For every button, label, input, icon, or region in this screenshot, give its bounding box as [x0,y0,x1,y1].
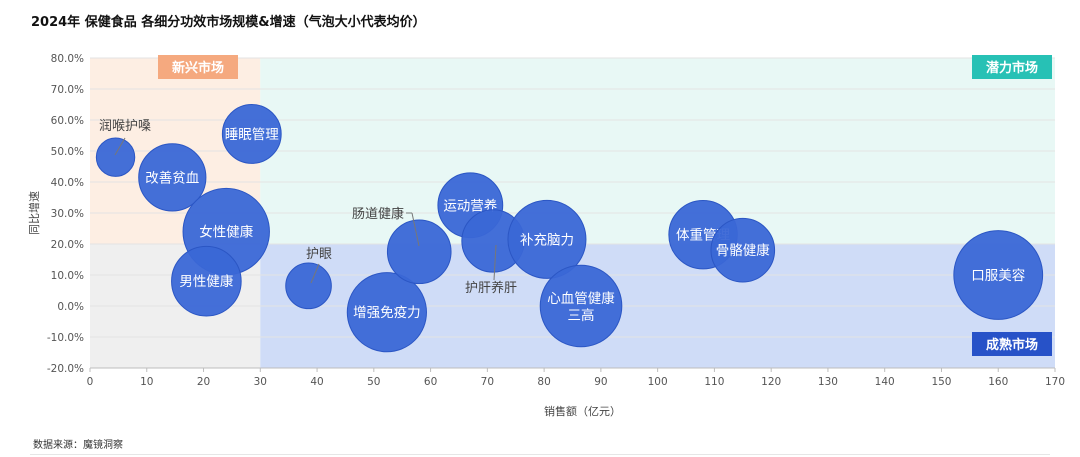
bubble-label: 骨骼健康 [716,242,770,259]
y-tick-label: 60.0% [51,115,84,127]
bubble-label: 润喉护嗓 [99,119,151,134]
bubble [539,264,623,348]
bubble [346,272,427,353]
bubble-label: 补充脑力 [520,232,574,248]
y-tick-label: 0.0% [57,301,84,313]
y-tick-label: -20.0% [47,363,84,375]
y-tick-label: 40.0% [51,177,84,189]
callout-line [114,137,126,156]
y-tick-label: 30.0% [51,208,84,220]
badge-emerging-label: 新兴市场 [172,60,224,76]
x-tick-label: 20 [197,376,210,388]
bubble [95,137,136,177]
bubble [221,104,282,164]
x-tick-label: 10 [140,376,153,388]
x-tick-label: 90 [594,376,607,388]
x-tick-label: 150 [931,376,951,388]
badge-emerging [158,55,238,79]
x-tick-label: 80 [537,376,550,388]
bubble-chart: -20.0% -10.0% 0.0% 10.0% 20.0% 30.0% 40.0% 50.0… [27,53,1065,418]
x-axis-title: 销售额（亿元） [544,404,621,418]
bubble [285,262,332,310]
x-tick-label: 130 [818,376,838,388]
bubble [507,199,587,279]
data-source-note: 数据来源：魔镜洞察 [33,440,123,451]
y-tick-label: 50.0% [51,146,84,158]
chart-title: 2024年 保健食品 各细分功效市场规模&增速（气泡大小代表均价） [31,15,426,30]
x-tick-label: 120 [761,376,781,388]
bubble [138,143,207,212]
bubble-label: 心血管健康三高 [547,290,615,324]
callout-line [411,212,420,247]
y-axis-title: 同比增速 [27,191,41,235]
bubble [710,217,776,283]
x-tick-label: 70 [481,376,494,388]
badge-potential-label: 潜力市场 [986,60,1038,76]
x-tick-label: 0 [87,376,94,388]
bubble-label: 睡眠管理 [225,127,279,143]
bubble [386,219,452,285]
bubble-label: 护眼 [306,247,332,262]
x-tick-label: 140 [875,376,895,388]
y-tick-label: 80.0% [51,53,84,65]
y-tick-label: 10.0% [51,270,84,282]
badge-mature-label: 成熟市场 [986,337,1038,353]
x-tick-label: 110 [704,376,724,388]
bubble-label: 运动营养 [443,198,497,214]
bubble [953,230,1044,320]
bubble-label: 口服美容 [971,267,1025,284]
bubble [171,245,242,317]
callout-line [493,244,497,281]
bubble-label: 增强免疫力 [353,305,421,321]
x-tick-label: 160 [988,376,1008,388]
x-tick-label: 30 [254,376,267,388]
x-tick-label: 60 [424,376,437,388]
bubble-label: 肠道健康 [352,206,404,222]
callout-line [310,263,320,284]
bubble-label: 男性健康 [179,273,233,290]
badge-mature [972,332,1052,356]
y-tick-label: -10.0% [47,332,84,344]
y-tick-label: 20.0% [51,239,84,251]
x-tick-label: 170 [1045,376,1065,388]
y-tick-label: 70.0% [51,84,84,96]
bubble-label: 改善贫血 [145,170,199,186]
badge-potential [972,55,1052,79]
x-tick-label: 40 [310,376,323,388]
footer-divider [30,454,1050,455]
bubble-label: 护肝养肝 [465,280,517,296]
bubble-label: 女性健康 [199,224,253,241]
x-tick-label: 100 [648,376,668,388]
x-tick-label: 50 [367,376,380,388]
